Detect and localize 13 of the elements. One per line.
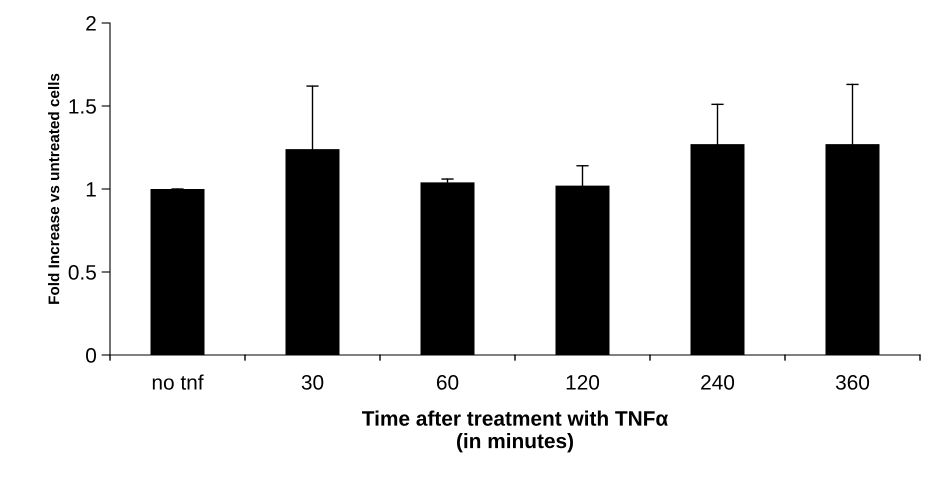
y-tick-label: 0.5: [68, 265, 96, 280]
y-axis-title: Fold Increase vs untreated cells: [48, 74, 60, 304]
x-tick-label: 120: [566, 374, 600, 390]
x-tick-label: no tnf: [152, 374, 204, 390]
y-tick-label: 1: [86, 182, 96, 197]
x-tick-label: 60: [436, 374, 458, 390]
x-tick-label: 240: [701, 374, 734, 390]
x-axis-title: Time after treatment with TNFα (in minutes): [362, 410, 668, 452]
x-tick-label: 30: [302, 374, 324, 390]
y-tick-label: 1.5: [69, 99, 96, 114]
y-tick-label: 0: [86, 348, 96, 363]
y-tick-label: 2: [86, 16, 96, 31]
x-tick-label: 360: [836, 374, 870, 390]
